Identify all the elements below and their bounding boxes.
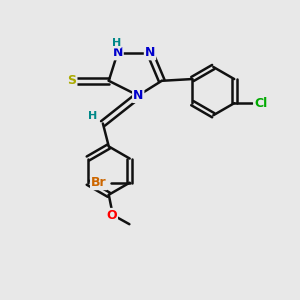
Text: Cl: Cl: [254, 97, 267, 110]
Text: Br: Br: [91, 176, 106, 189]
Text: O: O: [106, 209, 117, 222]
Text: H: H: [112, 38, 121, 47]
Text: S: S: [68, 74, 76, 87]
Text: N: N: [133, 89, 143, 102]
Text: H: H: [88, 111, 97, 121]
Text: N: N: [145, 46, 155, 59]
Text: N: N: [112, 46, 123, 59]
